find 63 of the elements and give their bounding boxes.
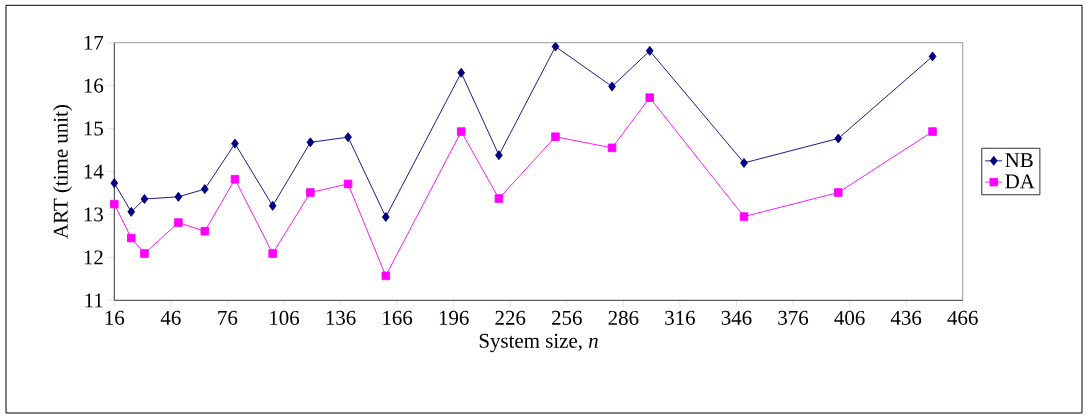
x-tick-label: 286: [608, 310, 639, 325]
point: [174, 218, 183, 227]
x-tick-label: 46: [160, 310, 181, 325]
point: [381, 212, 390, 222]
y-tick-label: 13: [84, 207, 103, 222]
point: [495, 150, 503, 161]
point: [127, 206, 136, 217]
x-tick-label: 196: [439, 310, 469, 325]
y-tick-label: 16: [84, 78, 104, 93]
point: [456, 127, 466, 136]
point: [381, 271, 391, 281]
legend-label: DA: [1005, 174, 1035, 189]
point: [174, 191, 183, 202]
point: [200, 184, 209, 195]
point: [306, 188, 315, 197]
point: [343, 179, 353, 189]
x-tick-label: 16: [105, 310, 125, 325]
point: [645, 45, 654, 56]
x-tick-label: 346: [721, 310, 752, 325]
y-tick-label: 11: [85, 293, 103, 308]
point: [231, 138, 239, 149]
point: [928, 51, 937, 62]
point: [928, 127, 937, 136]
point: [127, 233, 136, 243]
x-axis-title: System size, n: [479, 333, 598, 353]
y-tick-label: 12: [84, 250, 103, 265]
x-tick-label: 376: [778, 310, 809, 325]
point: [608, 81, 616, 92]
x-tick-label: 256: [552, 310, 582, 325]
point: [645, 93, 654, 102]
point: [200, 226, 210, 236]
x-tick-label: 166: [383, 310, 413, 325]
point: [551, 132, 560, 141]
point: [344, 132, 352, 143]
x-tick-label: 76: [218, 310, 238, 325]
x-tick-label: 436: [890, 310, 922, 325]
y-tick-label: 14: [84, 164, 104, 179]
point: [551, 41, 560, 52]
point: [268, 249, 277, 258]
point: [457, 67, 466, 78]
x-tick-label: 466: [947, 310, 978, 325]
x-tick-label: 226: [495, 310, 526, 325]
point: [110, 178, 119, 189]
point: [268, 200, 277, 211]
y-axis-title: ART (time unit): [53, 105, 73, 239]
point: [140, 194, 149, 204]
x-tick-label: 316: [665, 310, 695, 325]
legend-label: NB: [1005, 153, 1033, 168]
x-tick-label: 136: [326, 310, 356, 325]
point: [739, 212, 749, 221]
point: [306, 137, 315, 148]
point: [230, 174, 240, 184]
y-tick-label: 17: [84, 35, 104, 50]
point: [110, 199, 119, 209]
point: [140, 249, 149, 258]
x-tick-label: 406: [834, 310, 865, 325]
point: [834, 133, 843, 144]
point: [494, 194, 504, 203]
point: [740, 157, 748, 168]
y-tick-label: 15: [84, 121, 103, 136]
x-tick-label: 106: [270, 310, 300, 325]
point: [834, 188, 843, 197]
point: [607, 143, 617, 153]
